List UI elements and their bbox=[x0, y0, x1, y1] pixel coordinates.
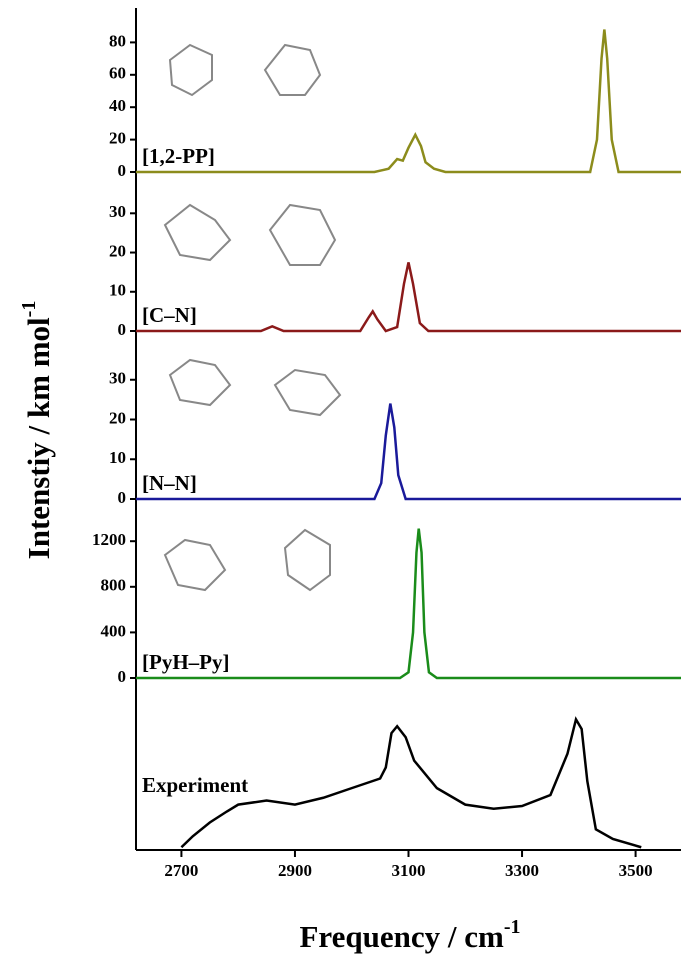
y-tick-label: 30 bbox=[109, 369, 126, 388]
y-tick-label: 1200 bbox=[92, 530, 126, 549]
y-tick-label: 0 bbox=[118, 488, 127, 507]
y-tick-label: 20 bbox=[109, 408, 126, 427]
y-tick-label: 10 bbox=[109, 448, 126, 467]
chart: 0 20 40 60 80 [1,2-PP] 0 10 20 30 [C–N] 0 10 20 30 [N–N… bbox=[0, 0, 681, 957]
y-tick-label: 60 bbox=[109, 64, 126, 83]
panel-label: [PyH–Py] bbox=[142, 650, 229, 674]
spectrum-line bbox=[181, 719, 641, 847]
y-tick-label: 0 bbox=[118, 667, 127, 686]
x-tick-label: 3100 bbox=[392, 861, 426, 880]
y-tick-label: 10 bbox=[109, 281, 126, 300]
spectrum-line bbox=[136, 29, 681, 172]
y-tick-label: 20 bbox=[109, 241, 126, 260]
molecule-ring bbox=[275, 370, 340, 415]
panel-label: [N–N] bbox=[142, 471, 197, 495]
x-tick-label: 2900 bbox=[278, 861, 312, 880]
molecule-ring bbox=[165, 205, 230, 260]
x-axis-label: Frequency / cm-1 bbox=[299, 916, 520, 955]
y-tick-label: 80 bbox=[109, 31, 126, 50]
y-tick-label: 0 bbox=[118, 161, 127, 180]
x-tick-label: 3300 bbox=[505, 861, 539, 880]
x-tick-label: 2700 bbox=[164, 861, 198, 880]
x-axis-label-superscript: -1 bbox=[504, 916, 521, 938]
y-axis-label: Intenstiy / km mol-1 bbox=[18, 301, 57, 560]
y-axis-label-superscript: -1 bbox=[18, 301, 40, 318]
y-tick-label: 400 bbox=[101, 621, 127, 640]
y-tick-label: 30 bbox=[109, 202, 126, 221]
molecule-ring bbox=[170, 360, 230, 405]
molecule-ring bbox=[270, 205, 335, 265]
y-tick-label: 0 bbox=[118, 320, 127, 339]
panel-label: Experiment bbox=[142, 773, 248, 797]
x-tick-label: 3500 bbox=[619, 861, 653, 880]
molecule-ring bbox=[170, 45, 212, 95]
y-tick-label: 800 bbox=[101, 576, 127, 595]
y-tick-label: 20 bbox=[109, 129, 126, 148]
y-tick-label: 40 bbox=[109, 96, 126, 115]
y-axis-label-text: Intenstiy / km mol bbox=[21, 317, 56, 559]
molecule-ring bbox=[265, 45, 320, 95]
x-axis-label-text: Frequency / cm bbox=[299, 919, 504, 954]
spectrum-line bbox=[136, 262, 681, 331]
panel-label: [1,2-PP] bbox=[142, 144, 215, 168]
molecule-ring bbox=[285, 530, 330, 590]
spectrum-line bbox=[136, 404, 681, 499]
panel-label: [C–N] bbox=[142, 303, 197, 327]
molecule-ring bbox=[165, 540, 225, 590]
